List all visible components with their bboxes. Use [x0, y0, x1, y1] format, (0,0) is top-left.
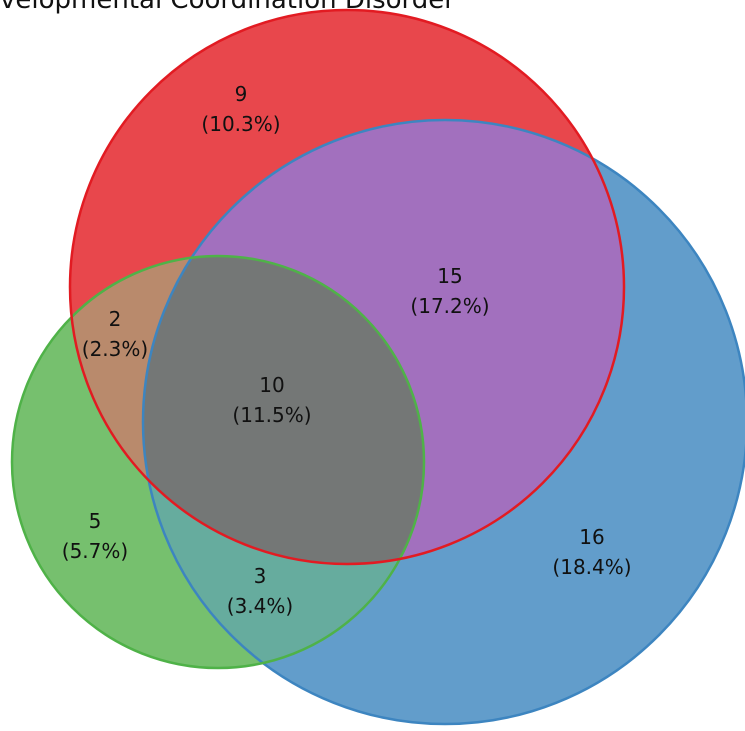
region-label-red-only: 9 (10.3%) [201, 82, 280, 136]
region-label-blue-only: 16 (18.4%) [552, 525, 631, 579]
region-percent: (17.2%) [410, 294, 489, 318]
region-count: 3 [254, 564, 267, 588]
region-percent: (18.4%) [552, 555, 631, 579]
region-percent: (5.7%) [62, 539, 128, 563]
set-red-outline [68, 8, 626, 566]
region-label-all-three: 10 (11.5%) [232, 373, 311, 427]
region-count: 9 [235, 82, 248, 106]
region-percent: (10.3%) [201, 112, 280, 136]
set-blue-outline [141, 118, 745, 726]
region-count: 10 [259, 373, 284, 397]
region-percent: (3.4%) [227, 594, 293, 618]
region-label-red-green: 2 (2.3%) [82, 307, 148, 361]
region-count: 15 [437, 264, 462, 288]
overlap-all-three [143, 256, 424, 564]
region-label-green-blue: 3 (3.4%) [227, 564, 293, 618]
region-label-green-only: 5 (5.7%) [62, 509, 128, 563]
set-green-outline [10, 254, 426, 670]
region-label-red-blue: 15 (17.2%) [410, 264, 489, 318]
region-percent: (2.3%) [82, 337, 148, 361]
region-count: 16 [579, 525, 604, 549]
region-count: 5 [89, 509, 102, 533]
region-count: 2 [109, 307, 122, 331]
region-percent: (11.5%) [232, 403, 311, 427]
